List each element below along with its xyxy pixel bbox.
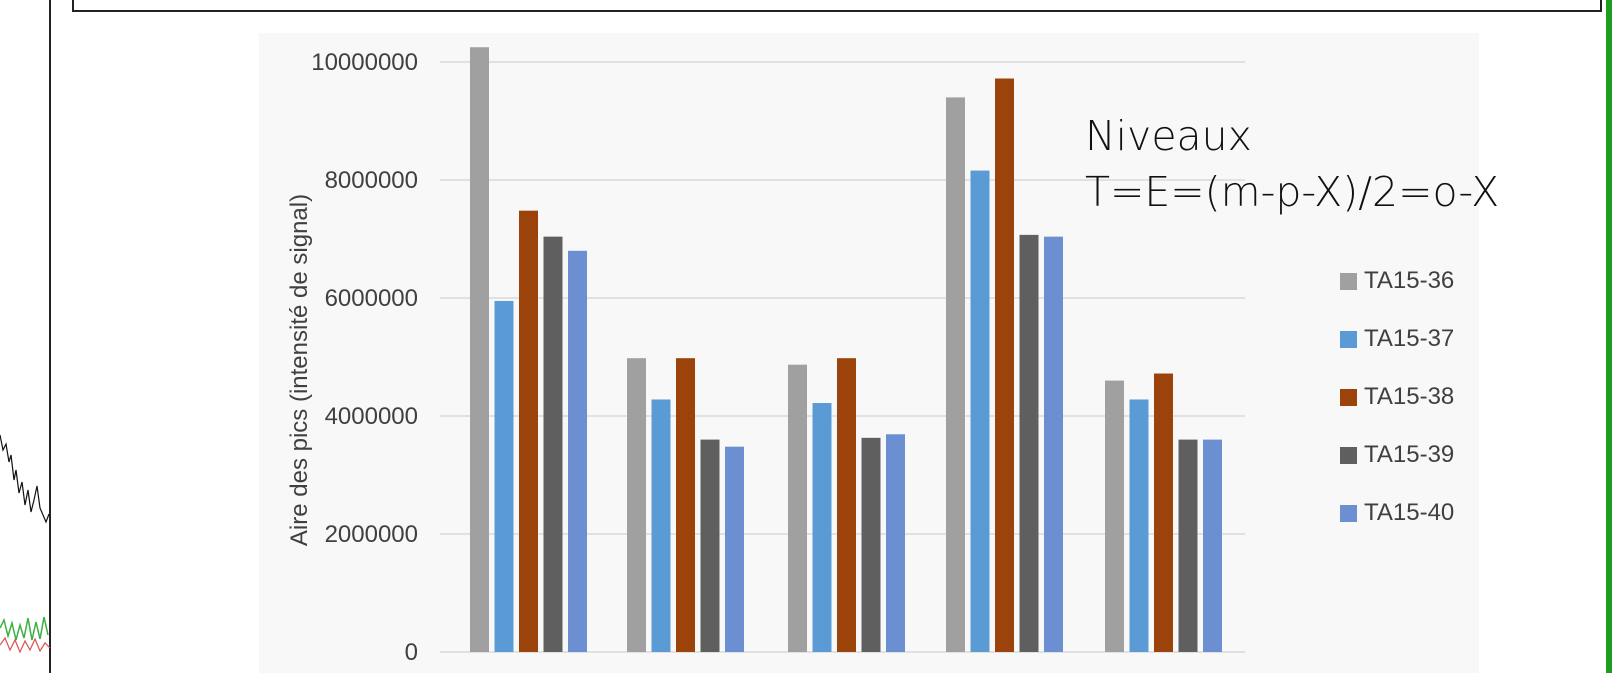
legend-swatch <box>1340 504 1357 522</box>
bar <box>995 78 1014 652</box>
bar <box>812 403 832 652</box>
annotation-line-2: T=E=(m-p-X)/2=o-X <box>1085 168 1500 216</box>
black-trace <box>0 434 50 524</box>
legend: TA15-36 TA15-37 TA15-38 TA15-39 TA15-40 <box>1340 252 1454 542</box>
legend-label: TA15-37 <box>1364 325 1455 352</box>
bar <box>725 446 744 652</box>
bar <box>519 210 538 652</box>
bar <box>700 439 720 652</box>
legend-label: TA15-40 <box>1364 499 1455 526</box>
top-frame-box <box>72 0 1602 12</box>
left-trace-panel <box>0 0 51 673</box>
legend-label: TA15-36 <box>1364 267 1455 294</box>
legend-swatch <box>1340 272 1357 290</box>
bar <box>886 434 905 652</box>
y-tick-label: 10000000 <box>311 49 418 76</box>
bar <box>946 97 965 652</box>
bar <box>627 358 646 652</box>
y-tick-label: 8000000 <box>325 167 418 194</box>
green-border <box>1606 0 1612 673</box>
bar <box>1129 399 1149 652</box>
legend-item: TA15-38 <box>1340 368 1454 426</box>
legend-swatch <box>1340 446 1357 464</box>
legend-swatch <box>1340 330 1357 348</box>
bar <box>1178 439 1198 652</box>
bar <box>1154 373 1173 652</box>
legend-item: TA15-36 <box>1340 252 1454 310</box>
green-trace <box>0 616 49 641</box>
bar <box>861 437 881 652</box>
legend-item: TA15-40 <box>1340 484 1454 542</box>
bar <box>970 170 990 652</box>
y-tick-label: 6000000 <box>325 285 418 312</box>
legend-item: TA15-39 <box>1340 426 1454 484</box>
annotation-line-1: Niveaux <box>1085 112 1252 160</box>
bar <box>837 358 856 652</box>
levels-annotation: Niveaux T=E=(m-p-X)/2=o-X <box>1085 108 1605 220</box>
bar <box>651 399 671 652</box>
bar <box>1105 380 1124 652</box>
bar <box>1203 439 1222 652</box>
left-trace-plot <box>0 434 51 654</box>
bar <box>788 364 807 652</box>
legend-item: TA15-37 <box>1340 310 1454 368</box>
bar <box>543 236 563 652</box>
y-tick-label: 4000000 <box>325 403 418 430</box>
legend-swatch <box>1340 388 1357 406</box>
y-tick-label: 0 <box>405 639 418 666</box>
bar <box>470 47 489 652</box>
legend-label: TA15-38 <box>1364 383 1455 410</box>
y-axis-title: Aire des pics (intensité de signal) <box>286 193 313 547</box>
bar <box>568 250 587 653</box>
legend-label: TA15-39 <box>1364 441 1455 468</box>
red-trace <box>0 636 51 654</box>
bar <box>494 300 514 652</box>
bar <box>676 358 695 652</box>
bar <box>1019 234 1039 652</box>
y-tick-label: 2000000 <box>325 521 418 548</box>
bar <box>1044 236 1063 652</box>
